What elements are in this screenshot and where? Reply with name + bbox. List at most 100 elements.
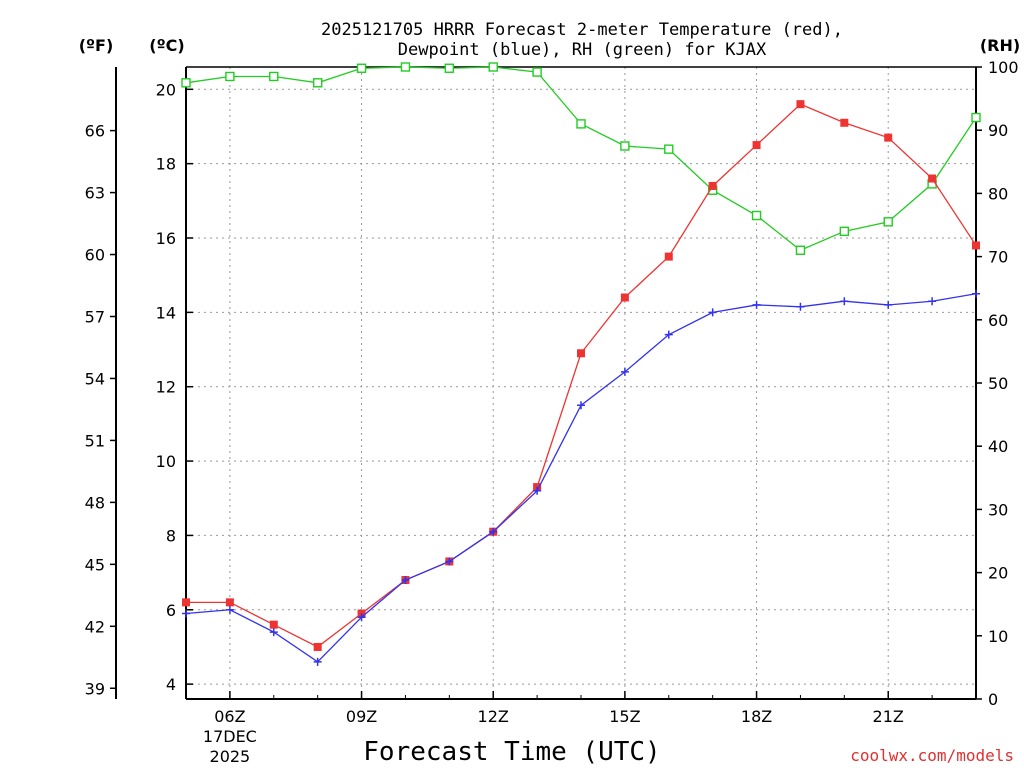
- rh-unit-label: (RH): [980, 36, 1020, 55]
- dewpoint-point: [357, 613, 366, 622]
- fahrenheit-tick-label: 45: [85, 555, 105, 574]
- dewpoint-point: [796, 302, 805, 311]
- x-year-label: 2025: [210, 747, 251, 766]
- 2-meter-temperature-point: [752, 141, 761, 150]
- x-axis-label: Forecast Time (UTC): [363, 737, 660, 767]
- dewpoint-point: [269, 628, 278, 637]
- dewpoint-point: [533, 486, 542, 495]
- 2-meter-temperature-line: [186, 103, 977, 648]
- 2-meter-temperature-point: [708, 181, 717, 190]
- relative-humidity-point: [620, 141, 630, 151]
- 2-meter-temperature-point: [972, 241, 980, 250]
- dewpoint-line: [185, 293, 977, 663]
- fahrenheit-unit-label: (ºF): [79, 36, 114, 55]
- fahrenheit-tick-label: 42: [85, 617, 105, 636]
- dewpoint-point: [489, 527, 498, 536]
- rh-tick-label: 20: [988, 564, 1008, 583]
- 2-meter-temperature-point: [840, 118, 849, 127]
- rh-tick-label: 30: [988, 500, 1008, 519]
- dewpoint-point: [401, 576, 410, 585]
- celsius-tick-label: 14: [156, 303, 176, 322]
- relative-humidity-point: [971, 112, 981, 123]
- rh-tick-label: 50: [988, 374, 1008, 393]
- x-date-label: 17DEC: [203, 727, 257, 746]
- fahrenheit-tick-label: 63: [85, 184, 105, 203]
- celsius-unit-label: (ºC): [149, 36, 184, 55]
- 2-meter-temperature-point: [620, 293, 629, 302]
- 2-meter-temperature-point: [269, 620, 278, 629]
- dewpoint-point: [928, 297, 937, 306]
- x-tick-label: 12Z: [478, 707, 509, 726]
- 2-meter-temperature-point: [884, 133, 893, 142]
- relative-humidity-point: [444, 63, 455, 73]
- chart-title-line1: 2025121705 HRRR Forecast 2-meter Tempera…: [321, 20, 843, 40]
- celsius-tick-label: 10: [156, 452, 176, 471]
- rh-tick-label: 90: [988, 121, 1008, 140]
- 2-meter-temperature-point: [664, 252, 673, 261]
- rh-tick-label: 40: [988, 437, 1008, 456]
- x-tick-label: 21Z: [873, 707, 904, 726]
- fahrenheit-tick-label: 66: [85, 122, 105, 141]
- dewpoint-point: [313, 657, 322, 666]
- gridlines: [186, 67, 976, 699]
- relative-humidity-line: [185, 66, 977, 252]
- x-tick-label: 06Z: [214, 707, 245, 726]
- dewpoint-point: [708, 308, 717, 317]
- dewpoint-point: [620, 367, 629, 376]
- dewpoint-point: [972, 289, 980, 298]
- rh-tick-label: 70: [988, 248, 1008, 267]
- dewpoint-point: [577, 401, 585, 410]
- fahrenheit-tick-label: 54: [85, 369, 105, 388]
- 2-meter-temperature-point: [182, 598, 190, 607]
- relative-humidity-point: [356, 63, 367, 73]
- dewpoint-point: [445, 557, 454, 566]
- relative-humidity-point: [532, 67, 542, 77]
- dewpoint-point: [752, 300, 761, 309]
- 2-meter-temperature-point: [313, 642, 322, 651]
- relative-humidity-point: [488, 62, 498, 72]
- x-tick-label: 15Z: [609, 707, 640, 726]
- relative-humidity-point: [576, 119, 586, 129]
- rh-tick-label: 80: [988, 184, 1008, 203]
- rh-tick-label: 0: [988, 690, 998, 709]
- relative-humidity-point: [225, 71, 235, 82]
- 2-meter-temperature-point: [928, 174, 937, 183]
- credit-text: coolwx.com/models: [850, 746, 1014, 765]
- fahrenheit-tick-label: 57: [85, 307, 105, 326]
- celsius-tick-label: 12: [156, 378, 176, 397]
- 2-meter-temperature-point: [796, 100, 805, 109]
- celsius-tick-label: 4: [166, 675, 176, 694]
- relative-humidity-point: [664, 144, 674, 154]
- relative-humidity-point: [269, 71, 279, 82]
- celsius-tick-label: 18: [156, 155, 176, 174]
- rh-tick-label: 60: [988, 311, 1008, 330]
- axes: [110, 66, 982, 700]
- relative-humidity-point: [400, 62, 411, 72]
- dewpoint-point: [664, 330, 673, 339]
- dewpoint-point: [840, 297, 849, 306]
- celsius-tick-label: 16: [156, 229, 176, 248]
- x-tick-label: 09Z: [346, 707, 377, 726]
- chart-title-line2: Dewpoint (blue), RH (green) for KJAX: [398, 40, 767, 60]
- celsius-tick-label: 8: [166, 526, 176, 545]
- dewpoint-point: [182, 609, 190, 618]
- relative-humidity-point: [839, 226, 850, 237]
- relative-humidity-point: [751, 210, 762, 221]
- dewpoint-point: [884, 300, 893, 309]
- relative-humidity-point: [181, 78, 191, 88]
- fahrenheit-tick-label: 48: [85, 493, 105, 512]
- fahrenheit-tick-label: 51: [85, 431, 105, 450]
- 2-meter-temperature-point: [225, 598, 234, 607]
- 2-meter-temperature-point: [577, 349, 585, 358]
- celsius-tick-label: 6: [166, 601, 176, 620]
- celsius-tick-label: 20: [156, 80, 176, 99]
- rh-tick-label: 100: [988, 58, 1019, 77]
- fahrenheit-tick-label: 39: [85, 679, 105, 698]
- rh-tick-label: 10: [988, 627, 1008, 646]
- relative-humidity-point: [883, 217, 893, 227]
- fahrenheit-tick-label: 60: [85, 246, 105, 265]
- relative-humidity-point: [795, 245, 806, 255]
- relative-humidity-point: [312, 78, 323, 88]
